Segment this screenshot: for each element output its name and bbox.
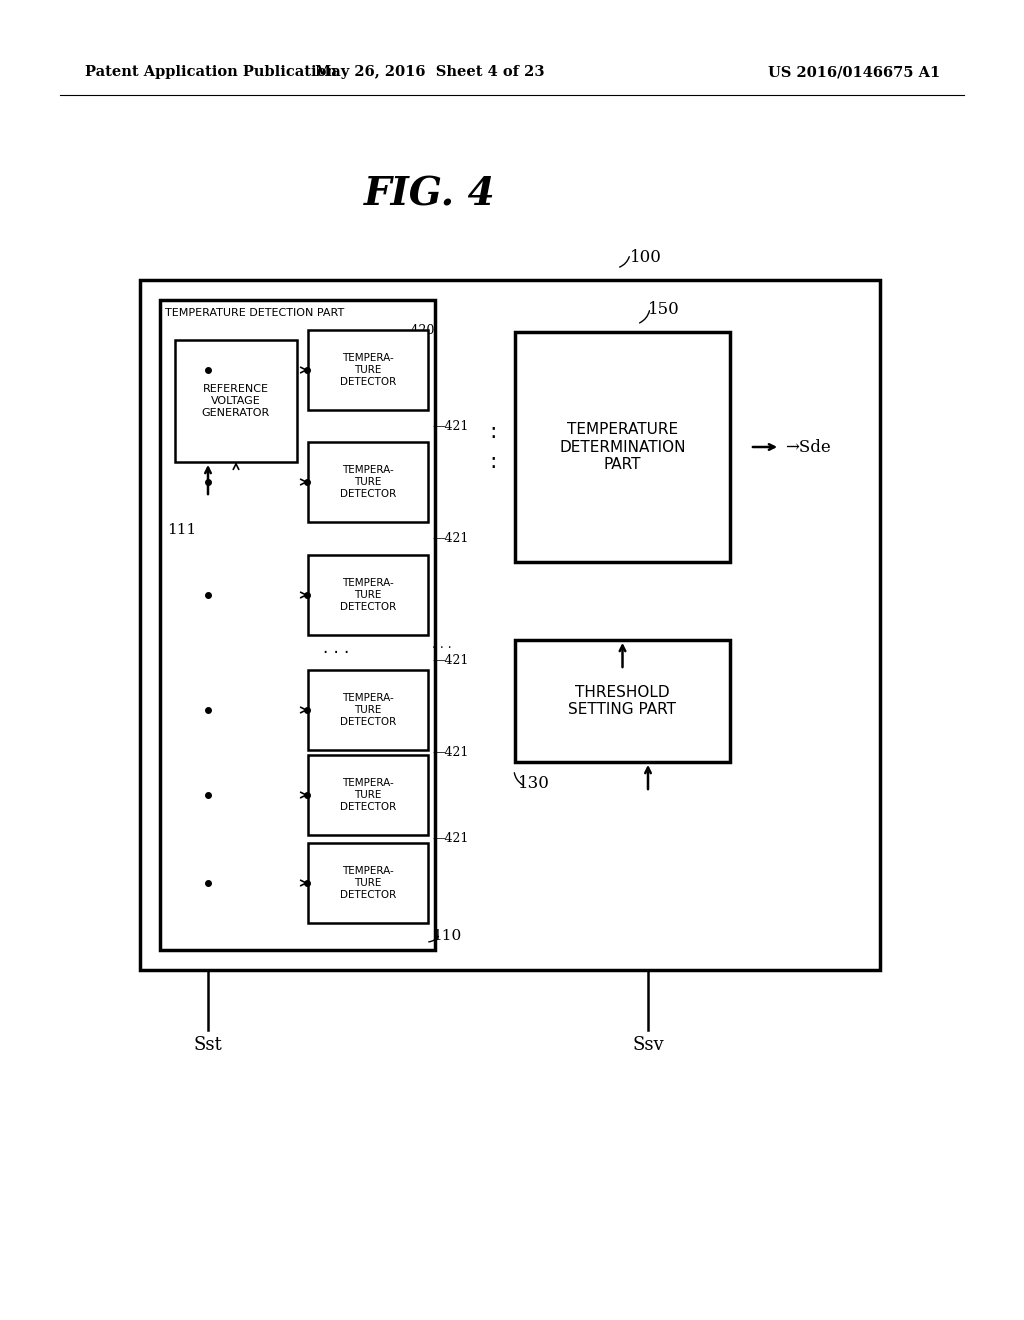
Bar	[515, 333, 730, 562]
Bar	[308, 442, 428, 521]
Text: 110: 110	[432, 929, 461, 942]
Text: TEMPERA-
TURE
DETECTOR: TEMPERA- TURE DETECTOR	[340, 354, 396, 387]
Text: TEMPERA-
TURE
DETECTOR: TEMPERA- TURE DETECTOR	[340, 578, 396, 611]
Text: TEMPERA-
TURE
DETECTOR: TEMPERA- TURE DETECTOR	[340, 466, 396, 499]
Bar	[308, 330, 428, 411]
Text: TEMPERATURE DETECTION PART: TEMPERATURE DETECTION PART	[165, 308, 344, 318]
Text: TEMPERA-
TURE
DETECTOR: TEMPERA- TURE DETECTOR	[340, 693, 396, 726]
Text: 150: 150	[648, 301, 680, 318]
Text: :: :	[489, 422, 497, 442]
Text: THRESHOLD
SETTING PART: THRESHOLD SETTING PART	[568, 685, 677, 717]
Text: May 26, 2016  Sheet 4 of 23: May 26, 2016 Sheet 4 of 23	[315, 65, 545, 79]
Bar	[515, 640, 730, 762]
Text: US 2016/0146675 A1: US 2016/0146675 A1	[768, 65, 940, 79]
Bar	[160, 300, 435, 950]
Text: Ssv: Ssv	[632, 1036, 664, 1053]
Bar	[308, 755, 428, 836]
Bar	[175, 341, 297, 462]
Text: · · ·: · · ·	[323, 644, 349, 661]
Text: :: :	[489, 451, 497, 473]
Text: 111: 111	[167, 523, 197, 537]
Text: —421: —421	[432, 532, 468, 545]
Bar	[308, 671, 428, 750]
Text: —421: —421	[432, 420, 468, 433]
Text: Patent Application Publication: Patent Application Publication	[85, 65, 337, 79]
Text: TEMPERA-
TURE
DETECTOR: TEMPERA- TURE DETECTOR	[340, 866, 396, 900]
Text: →Sde: →Sde	[785, 438, 830, 455]
Bar	[140, 280, 880, 970]
Text: 100: 100	[630, 249, 662, 267]
Text: —420: —420	[398, 323, 434, 337]
Text: —421: —421	[432, 833, 468, 846]
Text: REFERENCE
VOLTAGE
GENERATOR: REFERENCE VOLTAGE GENERATOR	[202, 384, 270, 417]
Bar	[308, 843, 428, 923]
Bar	[308, 554, 428, 635]
Text: FIG. 4: FIG. 4	[365, 176, 496, 214]
Text: TEMPERA-
TURE
DETECTOR: TEMPERA- TURE DETECTOR	[340, 779, 396, 812]
Text: . . .
—421: . . . —421	[432, 639, 468, 667]
Text: —421: —421	[432, 746, 468, 759]
Text: Sst: Sst	[194, 1036, 222, 1053]
Text: 130: 130	[518, 776, 550, 792]
Text: TEMPERATURE
DETERMINATION
PART: TEMPERATURE DETERMINATION PART	[559, 422, 686, 471]
